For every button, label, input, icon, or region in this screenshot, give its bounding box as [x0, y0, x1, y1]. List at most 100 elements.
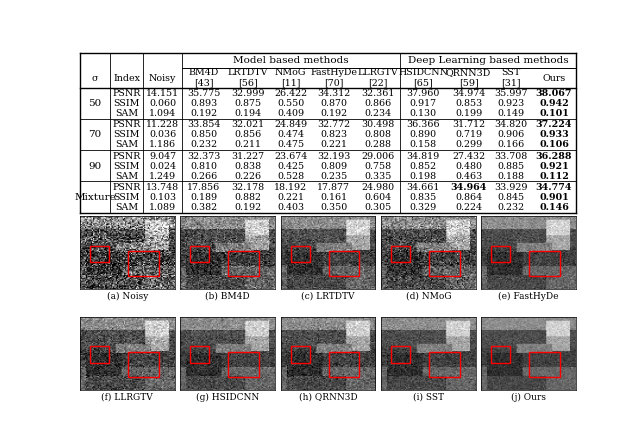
- Text: 14.151: 14.151: [146, 89, 179, 98]
- Bar: [328, 352, 359, 377]
- Text: PSNR: PSNR: [113, 183, 141, 192]
- Bar: [190, 246, 209, 262]
- X-axis label: (e) FastHyDe: (e) FastHyDe: [499, 292, 559, 301]
- Text: 0.221: 0.221: [320, 140, 347, 149]
- Text: 0.036: 0.036: [149, 131, 176, 139]
- Text: 34.312: 34.312: [317, 89, 350, 98]
- Text: 32.999: 32.999: [231, 89, 265, 98]
- Text: 24.980: 24.980: [361, 183, 394, 192]
- X-axis label: (c) LRTDTV: (c) LRTDTV: [301, 292, 355, 301]
- Text: 1.249: 1.249: [149, 172, 176, 181]
- Text: 0.101: 0.101: [539, 109, 569, 118]
- Text: 0.550: 0.550: [277, 99, 305, 108]
- Text: 0.409: 0.409: [277, 109, 305, 118]
- Text: 50: 50: [88, 99, 102, 108]
- Text: 0.870: 0.870: [320, 99, 347, 108]
- Bar: [90, 246, 109, 262]
- Text: 11.228: 11.228: [146, 120, 179, 129]
- Text: 0.528: 0.528: [277, 172, 305, 181]
- Text: HSIDCNN
[65]: HSIDCNN [65]: [398, 68, 448, 88]
- Text: 34.819: 34.819: [406, 152, 440, 161]
- Text: SAM: SAM: [115, 140, 138, 149]
- Text: 0.226: 0.226: [234, 172, 262, 181]
- Text: LRTDTV
[56]: LRTDTV [56]: [228, 68, 268, 88]
- Text: Mixture: Mixture: [74, 193, 116, 202]
- Text: 0.224: 0.224: [455, 203, 482, 212]
- Text: 0.850: 0.850: [191, 131, 218, 139]
- Text: 0.921: 0.921: [539, 162, 569, 171]
- Text: 0.856: 0.856: [234, 131, 262, 139]
- Bar: [391, 346, 410, 363]
- X-axis label: (b) BM4D: (b) BM4D: [205, 292, 250, 301]
- Text: 0.882: 0.882: [235, 193, 262, 202]
- Text: 35.997: 35.997: [495, 89, 528, 98]
- Text: SAM: SAM: [115, 109, 138, 118]
- Text: 34.661: 34.661: [406, 183, 440, 192]
- Bar: [492, 246, 510, 262]
- Text: 27.432: 27.432: [452, 152, 485, 161]
- Text: NMoG
[11]: NMoG [11]: [275, 68, 307, 88]
- Text: 0.192: 0.192: [191, 109, 218, 118]
- Bar: [128, 251, 159, 276]
- Text: 0.893: 0.893: [190, 99, 218, 108]
- Text: SST
[31]: SST [31]: [501, 68, 521, 88]
- Text: 0.194: 0.194: [234, 109, 262, 118]
- Text: 33.929: 33.929: [495, 183, 528, 192]
- Text: 0.192: 0.192: [234, 203, 262, 212]
- Text: Noisy: Noisy: [149, 74, 177, 82]
- Text: 24.849: 24.849: [274, 120, 307, 129]
- Text: 0.474: 0.474: [277, 131, 304, 139]
- Text: 1.089: 1.089: [149, 203, 176, 212]
- Text: 0.149: 0.149: [498, 109, 525, 118]
- Text: 0.161: 0.161: [320, 193, 347, 202]
- Text: 32.193: 32.193: [317, 152, 350, 161]
- Text: 17.877: 17.877: [317, 183, 350, 192]
- Text: 0.425: 0.425: [277, 162, 305, 171]
- Text: SSIM: SSIM: [114, 193, 140, 202]
- Text: 31.227: 31.227: [232, 152, 265, 161]
- Text: 90: 90: [88, 162, 102, 171]
- Text: 37.960: 37.960: [406, 89, 440, 98]
- Bar: [228, 251, 259, 276]
- Bar: [291, 346, 310, 363]
- Text: 0.475: 0.475: [277, 140, 305, 149]
- Text: QRNN3D
[59]: QRNN3D [59]: [446, 68, 491, 88]
- X-axis label: (j) Ours: (j) Ours: [511, 392, 546, 402]
- Text: 0.211: 0.211: [235, 140, 262, 149]
- Text: 0.809: 0.809: [320, 162, 347, 171]
- Text: 0.329: 0.329: [410, 203, 436, 212]
- Text: 0.232: 0.232: [498, 203, 525, 212]
- Bar: [391, 246, 410, 262]
- Text: 0.189: 0.189: [191, 193, 218, 202]
- Text: 0.234: 0.234: [364, 109, 391, 118]
- Text: 0.166: 0.166: [498, 140, 525, 149]
- Text: Ours: Ours: [542, 74, 566, 82]
- Text: 0.923: 0.923: [498, 99, 525, 108]
- Text: 13.748: 13.748: [146, 183, 179, 192]
- Text: 0.823: 0.823: [320, 131, 347, 139]
- Text: 0.933: 0.933: [539, 131, 569, 139]
- Text: 0.350: 0.350: [320, 203, 347, 212]
- Bar: [328, 251, 359, 276]
- Text: 0.299: 0.299: [455, 140, 482, 149]
- X-axis label: (i) SST: (i) SST: [413, 392, 444, 402]
- Text: 29.006: 29.006: [361, 152, 394, 161]
- Text: 0.864: 0.864: [455, 193, 482, 202]
- Text: 0.808: 0.808: [364, 131, 391, 139]
- Text: 0.463: 0.463: [455, 172, 482, 181]
- Text: Index: Index: [113, 74, 140, 82]
- Text: 0.232: 0.232: [191, 140, 218, 149]
- Bar: [429, 251, 460, 276]
- Text: 0.845: 0.845: [498, 193, 525, 202]
- Text: SAM: SAM: [115, 203, 138, 212]
- Text: 0.810: 0.810: [191, 162, 218, 171]
- Text: 18.192: 18.192: [274, 183, 307, 192]
- Text: 0.480: 0.480: [455, 162, 482, 171]
- Text: 30.498: 30.498: [361, 120, 394, 129]
- Text: 0.060: 0.060: [149, 99, 176, 108]
- Text: 0.106: 0.106: [539, 140, 569, 149]
- Text: 0.901: 0.901: [539, 193, 569, 202]
- Text: SSIM: SSIM: [114, 162, 140, 171]
- Text: 0.382: 0.382: [191, 203, 218, 212]
- Text: 34.964: 34.964: [451, 183, 487, 192]
